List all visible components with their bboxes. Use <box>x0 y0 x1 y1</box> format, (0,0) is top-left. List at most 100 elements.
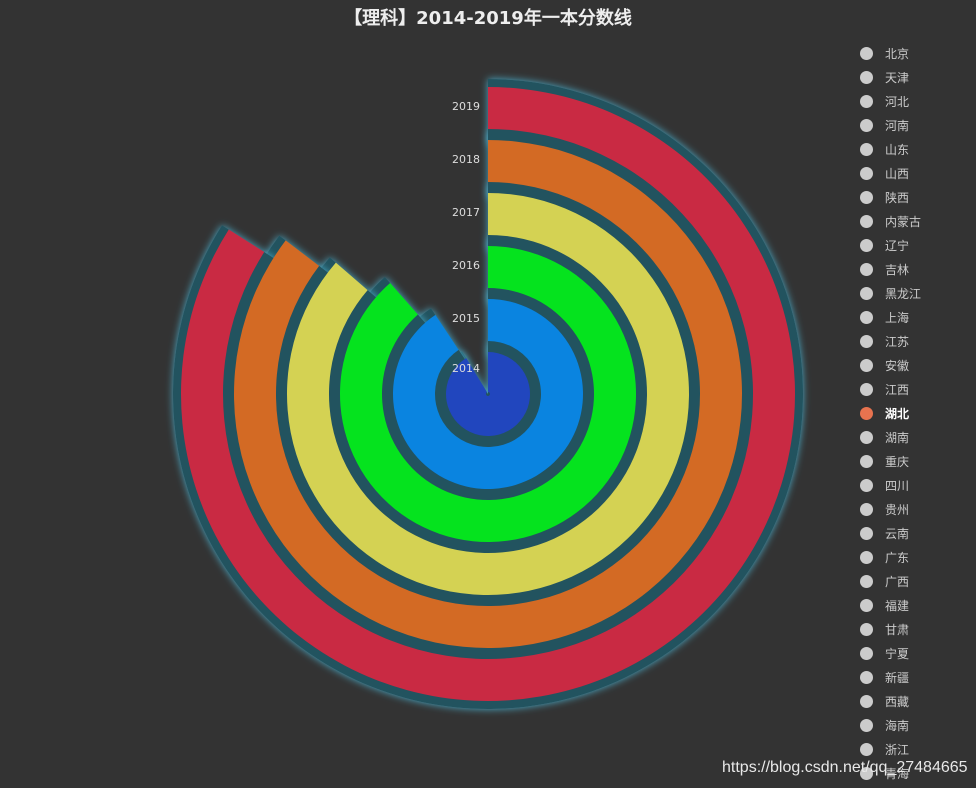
legend-label: 安徽 <box>885 358 910 373</box>
legend-dot-icon <box>860 382 873 396</box>
rings-group <box>173 79 804 709</box>
legend-item[interactable]: 贵州 <box>860 497 970 521</box>
legend-item[interactable]: 青海 <box>860 761 970 785</box>
legend-item[interactable]: 安徽 <box>860 353 970 377</box>
legend-item[interactable]: 湖南 <box>860 425 970 449</box>
legend-item[interactable]: 浙江 <box>860 737 970 761</box>
legend-dot-icon <box>860 454 873 468</box>
legend-label: 西藏 <box>885 694 910 709</box>
legend-dot-icon <box>860 670 873 684</box>
legend-label: 河北 <box>885 94 910 109</box>
legend-item[interactable]: 黑龙江 <box>860 281 970 305</box>
legend-label: 浙江 <box>885 742 910 757</box>
legend-dot-icon <box>860 166 873 180</box>
legend-label: 黑龙江 <box>885 286 922 301</box>
legend-dot-icon <box>860 766 873 780</box>
legend-item[interactable]: 上海 <box>860 305 970 329</box>
legend-item[interactable]: 西藏 <box>860 689 970 713</box>
legend-dot-icon <box>860 286 873 300</box>
legend-dot-icon <box>860 550 873 564</box>
legend-dot-icon <box>860 262 873 276</box>
bar-2015[interactable] <box>392 299 583 489</box>
legend-dot-icon <box>860 334 873 348</box>
legend-dot-icon <box>860 214 873 228</box>
legend-item[interactable]: 新疆 <box>860 665 970 689</box>
legend-dot-icon <box>860 190 873 204</box>
legend-label: 河南 <box>885 118 910 133</box>
legend-dot-icon <box>860 358 873 372</box>
legend-item[interactable]: 福建 <box>860 593 970 617</box>
legend-label: 四川 <box>885 478 910 493</box>
legend-dot-icon <box>860 694 873 708</box>
legend: 北京天津河北河南山东山西陕西内蒙古辽宁吉林黑龙江上海江苏安徽江西湖北湖南重庆四川… <box>860 41 970 785</box>
legend-label: 重庆 <box>885 454 910 469</box>
legend-label: 青海 <box>885 766 910 781</box>
watermark: https://blog.csdn.net/qq_27484665 <box>722 759 968 776</box>
legend-label: 湖北 <box>885 406 910 421</box>
legend-item[interactable]: 宁夏 <box>860 641 970 665</box>
legend-label: 广东 <box>885 550 910 565</box>
legend-label: 吉林 <box>885 262 910 277</box>
legend-dot-icon <box>860 430 873 444</box>
legend-dot-icon <box>860 310 873 324</box>
legend-label: 云南 <box>885 526 910 541</box>
legend-dot-icon <box>860 478 873 492</box>
legend-item[interactable]: 江苏 <box>860 329 970 353</box>
legend-label: 甘肃 <box>885 622 910 637</box>
legend-label: 北京 <box>885 46 910 61</box>
legend-label: 贵州 <box>885 502 910 517</box>
legend-item[interactable]: 山东 <box>860 137 970 161</box>
legend-item[interactable]: 云南 <box>860 521 970 545</box>
legend-item[interactable]: 天津 <box>860 65 970 89</box>
tick-label-2016: 2016 <box>452 259 480 272</box>
legend-dot-icon <box>860 598 873 612</box>
legend-label: 广西 <box>885 574 910 589</box>
legend-item[interactable]: 江西 <box>860 377 970 401</box>
legend-item[interactable]: 陕西 <box>860 185 970 209</box>
legend-item[interactable]: 四川 <box>860 473 970 497</box>
legend-item[interactable]: 山西 <box>860 161 970 185</box>
legend-dot-icon <box>860 502 873 516</box>
legend-label: 福建 <box>885 598 910 613</box>
legend-dot-icon <box>860 94 873 108</box>
legend-label: 湖南 <box>885 430 910 445</box>
legend-label: 江苏 <box>885 334 910 349</box>
legend-label: 陕西 <box>885 190 910 205</box>
legend-item[interactable]: 辽宁 <box>860 233 970 257</box>
legend-label: 新疆 <box>885 670 910 685</box>
legend-dot-icon <box>860 118 873 132</box>
legend-label: 辽宁 <box>885 238 910 253</box>
legend-item[interactable]: 甘肃 <box>860 617 970 641</box>
legend-dot-icon <box>860 70 873 84</box>
legend-item[interactable]: 广西 <box>860 569 970 593</box>
legend-dot-icon <box>860 238 873 252</box>
legend-item[interactable]: 广东 <box>860 545 970 569</box>
legend-label: 江西 <box>885 382 910 397</box>
legend-dot-icon <box>860 574 873 588</box>
legend-dot-icon <box>860 406 873 420</box>
legend-item[interactable]: 北京 <box>860 41 970 65</box>
legend-item[interactable]: 吉林 <box>860 257 970 281</box>
legend-item[interactable]: 河南 <box>860 113 970 137</box>
legend-label: 天津 <box>885 70 910 85</box>
legend-item[interactable]: 湖北 <box>860 401 970 425</box>
legend-dot-icon <box>860 742 873 756</box>
legend-dot-icon <box>860 718 873 732</box>
legend-item[interactable]: 重庆 <box>860 449 970 473</box>
chart-title: 【理科】2014-2019年一本分数线 <box>344 8 632 29</box>
tick-label-2014: 2014 <box>452 362 480 375</box>
legend-item[interactable]: 内蒙古 <box>860 209 970 233</box>
legend-dot-icon <box>860 142 873 156</box>
legend-label: 山西 <box>885 166 910 181</box>
legend-label: 山东 <box>885 142 910 157</box>
tick-labels-group: 2014 2015 2016 2017 2018 2019 <box>452 100 480 375</box>
legend-item[interactable]: 海南 <box>860 713 970 737</box>
bar-2014[interactable] <box>445 352 530 437</box>
tick-label-2015: 2015 <box>452 312 480 325</box>
legend-item[interactable]: 河北 <box>860 89 970 113</box>
legend-dot-icon <box>860 646 873 660</box>
legend-label: 上海 <box>885 310 910 325</box>
tick-label-2018: 2018 <box>452 153 480 166</box>
legend-dot-icon <box>860 526 873 540</box>
